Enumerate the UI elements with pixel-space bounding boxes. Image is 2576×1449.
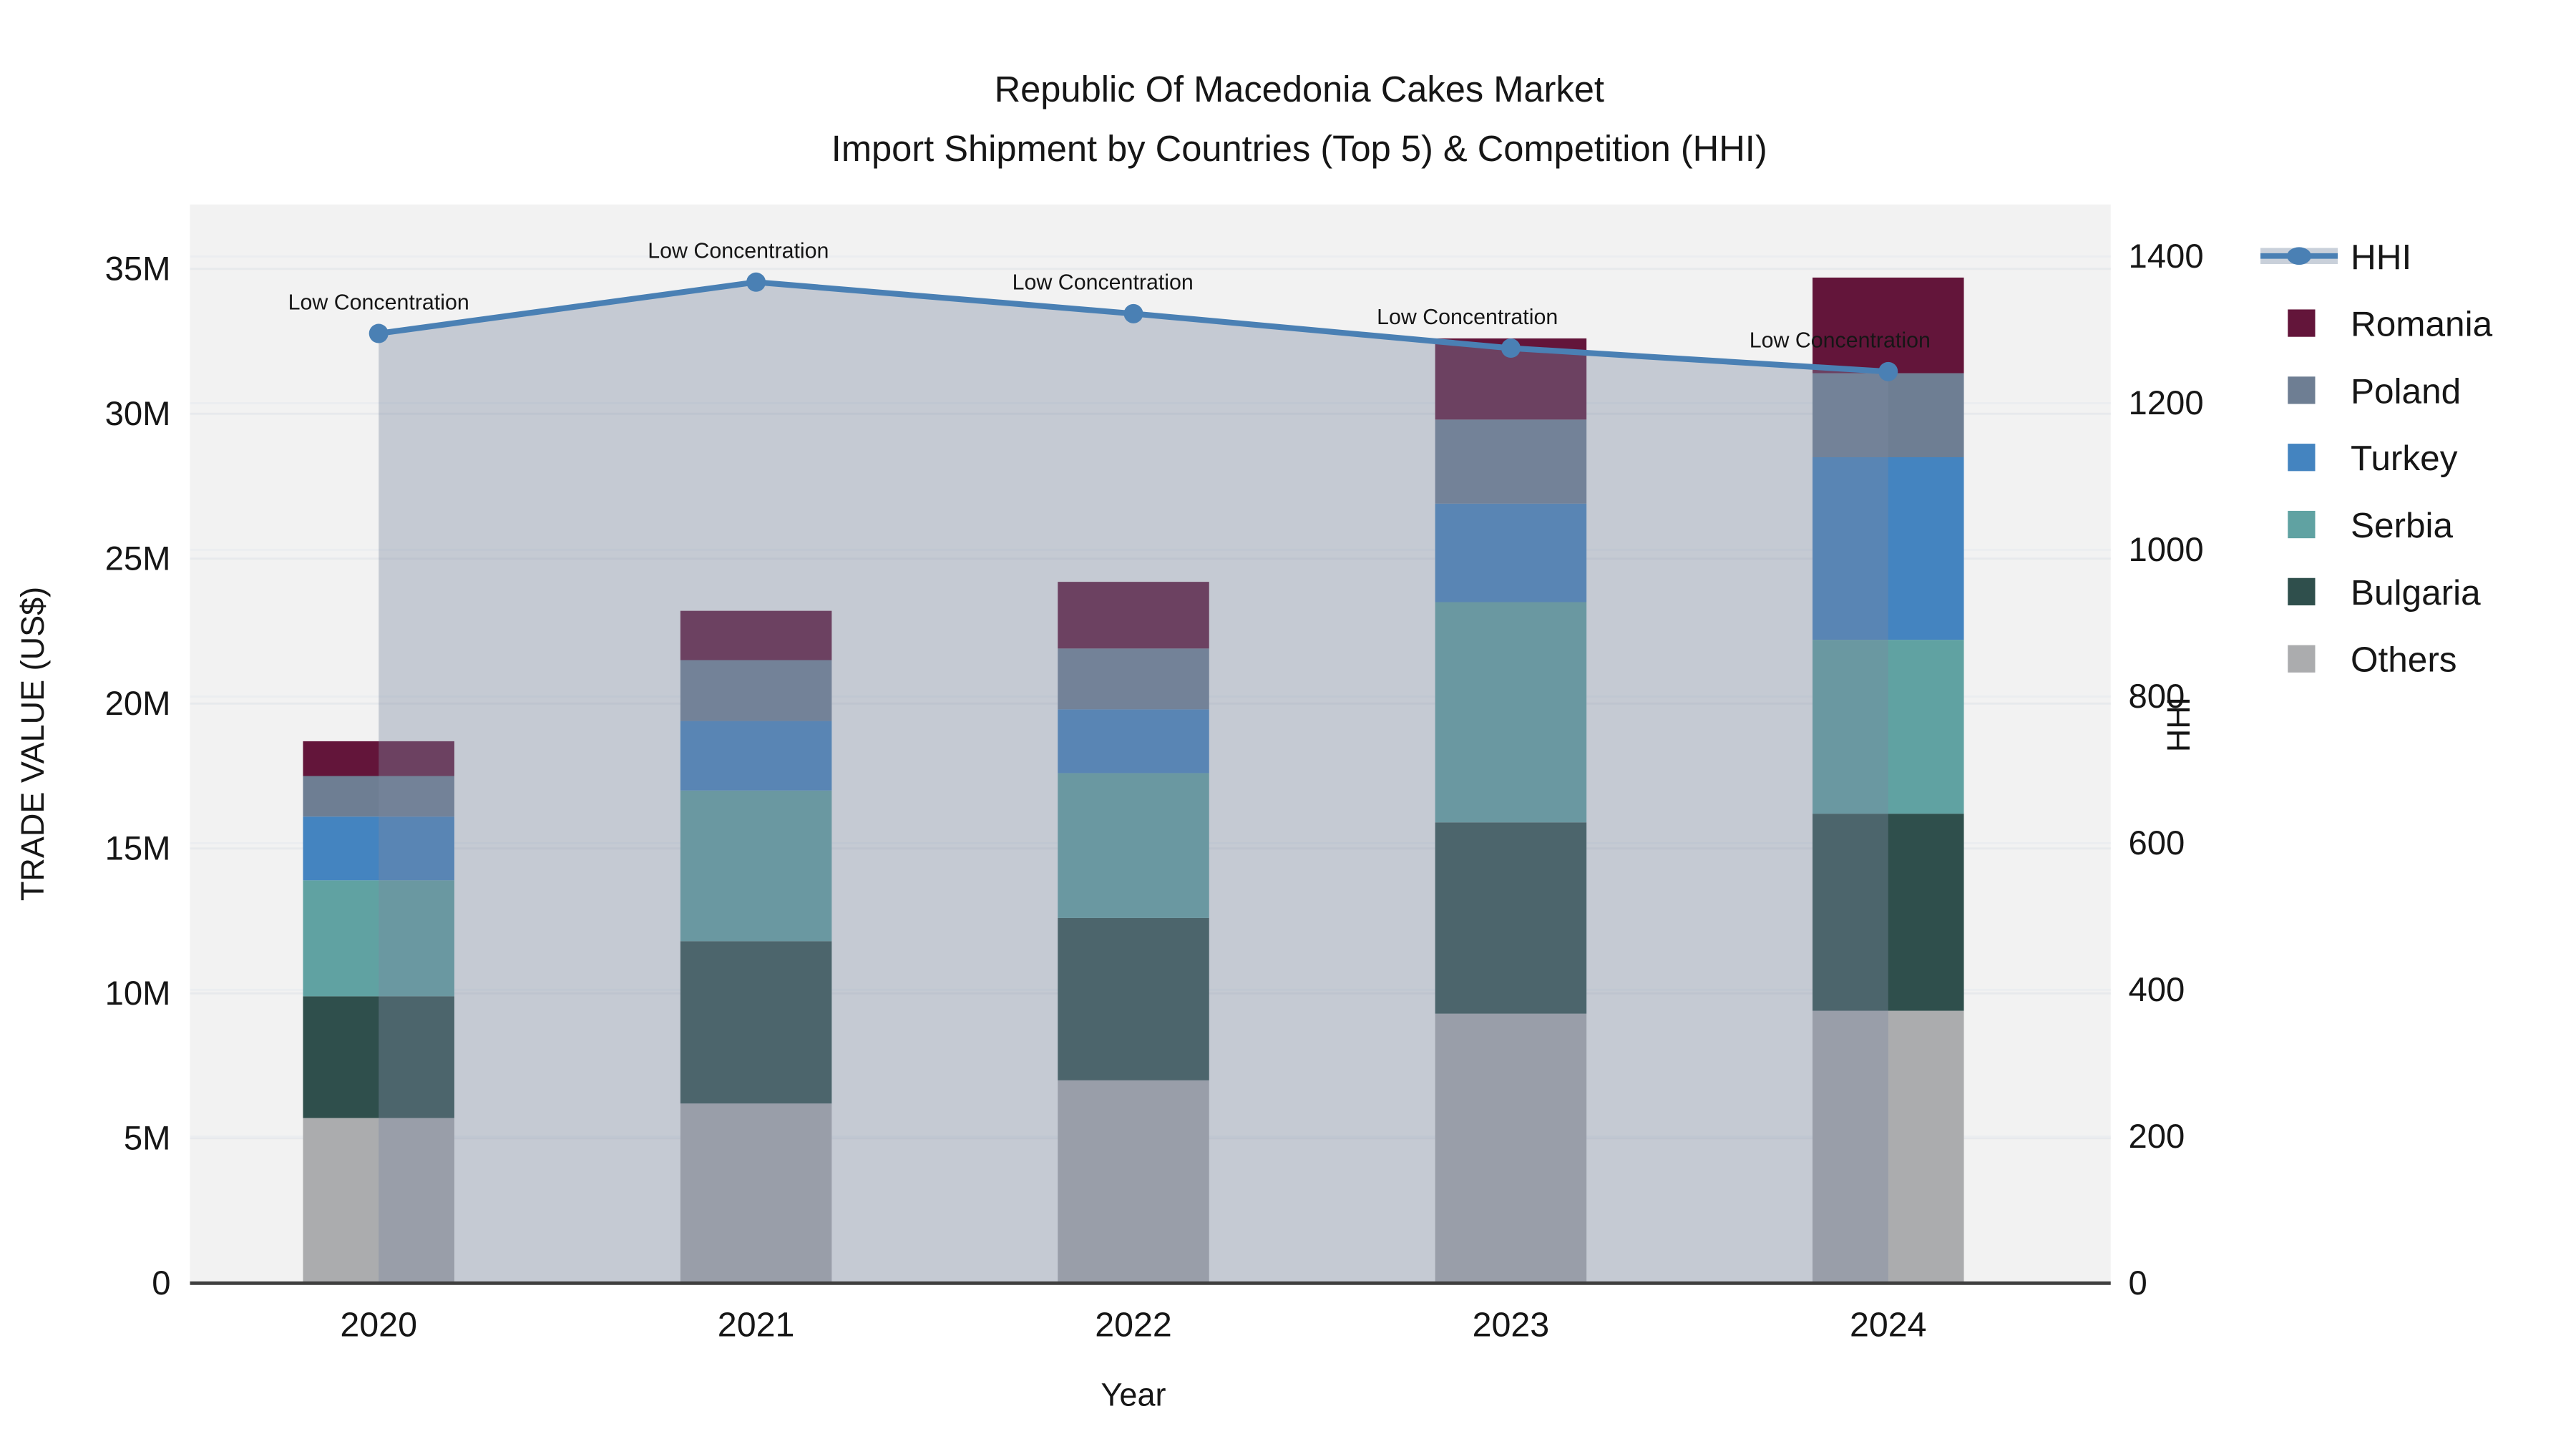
bar-others-2023[interactable]	[1435, 1013, 1587, 1284]
bar-others-2024[interactable]	[1813, 1010, 1964, 1284]
bar-bulgaria-2023[interactable]	[1435, 822, 1587, 1014]
annotation-low-concentration-2020: Low Concentration	[288, 291, 469, 314]
y-right-tick-200: 200	[2129, 1118, 2185, 1156]
legend-item-poland[interactable]: Poland	[2288, 371, 2461, 411]
legend-item-romania[interactable]: Romania	[2288, 305, 2493, 344]
bar-romania-2020[interactable]	[303, 741, 454, 776]
legend-swatch-bulgaria	[2288, 577, 2316, 605]
bar-serbia-2023[interactable]	[1435, 602, 1587, 823]
hhi-marker-2023[interactable]	[1501, 338, 1521, 358]
y-right-tick-1400: 1400	[2129, 238, 2204, 275]
hhi-marker-2024[interactable]	[1878, 361, 1898, 381]
y-left-axis-title: TRADE VALUE (US$)	[14, 587, 51, 901]
hhi-marker-2022[interactable]	[1123, 303, 1143, 323]
y-left-tick-15M: 15M	[105, 830, 171, 868]
annotation-low-concentration-2024: Low Concentration	[1750, 329, 1931, 353]
bar-serbia-2021[interactable]	[680, 790, 832, 942]
legend-label-bulgaria: Bulgaria	[2351, 573, 2481, 613]
bar-poland-2024[interactable]	[1813, 373, 1964, 457]
x-tick-2020: 2020	[340, 1306, 417, 1345]
y-left-tick-10M: 10M	[105, 975, 171, 1013]
bar-poland-2020[interactable]	[303, 776, 454, 817]
hhi-area-fill	[379, 282, 1888, 1284]
y-left-tick-30M: 30M	[105, 395, 171, 433]
bar-romania-2021[interactable]	[680, 610, 832, 660]
y-right-tick-1200: 1200	[2129, 384, 2204, 422]
legend-swatch-others	[2288, 645, 2316, 673]
plot-area: Low Concentration Low Concentration Low Co…	[190, 204, 2111, 1284]
y-left-tick-0: 0	[152, 1264, 170, 1302]
hhi-marker-2021[interactable]	[746, 272, 766, 292]
y-right-tick-400: 400	[2129, 971, 2185, 1009]
bar-turkey-2020[interactable]	[303, 816, 454, 881]
annotation-low-concentration-2022: Low Concentration	[1013, 271, 1194, 295]
x-tick-2021: 2021	[718, 1306, 795, 1345]
legend-label-turkey: Turkey	[2351, 439, 2458, 478]
legend-swatch-romania	[2288, 309, 2316, 337]
legend-item-turkey[interactable]: Turkey	[2288, 439, 2458, 478]
bar-bulgaria-2020[interactable]	[303, 996, 454, 1118]
legend-label-romania: Romania	[2351, 305, 2493, 344]
bar-bulgaria-2022[interactable]	[1058, 917, 1209, 1080]
legend-item-bulgaria[interactable]: Bulgaria	[2288, 573, 2481, 613]
legend-label-hhi: HHI	[2351, 238, 2411, 277]
y-left-tick-35M: 35M	[105, 250, 171, 288]
legend-swatch-turkey	[2288, 444, 2316, 472]
x-tick-2023: 2023	[1473, 1306, 1550, 1345]
legend-item-serbia[interactable]: Serbia	[2288, 506, 2454, 545]
bar-turkey-2024[interactable]	[1813, 457, 1964, 640]
legend-label-others: Others	[2351, 640, 2457, 680]
bar-serbia-2020[interactable]	[303, 880, 454, 997]
chart-title-line2: Import Shipment by Countries (Top 5) & C…	[831, 128, 1767, 169]
legend-item-hhi[interactable]: HHI	[2260, 238, 2411, 277]
axes: 0 5M 10M 15M 20M 25M 30M 35M 0 200 400 600 800 1000 12…	[14, 238, 2204, 1413]
legend-label-serbia: Serbia	[2351, 506, 2454, 545]
bar-bulgaria-2024[interactable]	[1813, 814, 1964, 1011]
bar-turkey-2023[interactable]	[1435, 503, 1587, 602]
y-left-tick-5M: 5M	[124, 1120, 171, 1158]
legend: HHI Romania Poland Turkey Serbia Bulgaria Othe…	[2260, 238, 2493, 680]
y-left-tick-25M: 25M	[105, 540, 171, 578]
legend-swatch-serbia	[2288, 510, 2316, 539]
annotation-low-concentration-2021: Low Concentration	[648, 240, 829, 263]
bar-bulgaria-2021[interactable]	[680, 941, 832, 1104]
annotation-low-concentration-2023: Low Concentration	[1377, 306, 1558, 329]
y-right-tick-600: 600	[2129, 824, 2185, 862]
y-right-axis-title: HHI	[2160, 697, 2197, 753]
bar-turkey-2022[interactable]	[1058, 709, 1209, 774]
y-right-tick-800: 800	[2129, 678, 2185, 716]
y-right-tick-1000: 1000	[2129, 531, 2204, 569]
y-left-tick-20M: 20M	[105, 685, 171, 723]
y-right-tick-0: 0	[2129, 1264, 2147, 1302]
bar-others-2022[interactable]	[1058, 1080, 1209, 1284]
bar-romania-2022[interactable]	[1058, 582, 1209, 649]
bar-serbia-2022[interactable]	[1058, 773, 1209, 918]
x-tick-2022: 2022	[1095, 1306, 1172, 1345]
legend-item-others[interactable]: Others	[2288, 640, 2457, 680]
bar-poland-2022[interactable]	[1058, 648, 1209, 710]
legend-label-poland: Poland	[2351, 371, 2461, 411]
bar-romania-2024[interactable]	[1813, 277, 1964, 374]
hhi-marker-2020[interactable]	[369, 323, 389, 343]
bar-poland-2021[interactable]	[680, 660, 832, 721]
x-tick-2024: 2024	[1850, 1306, 1927, 1345]
legend-swatch-poland	[2288, 376, 2316, 404]
bar-serbia-2024[interactable]	[1813, 640, 1964, 814]
legend-hhi-marker	[2287, 247, 2311, 265]
bar-poland-2023[interactable]	[1435, 419, 1587, 504]
bar-others-2021[interactable]	[680, 1103, 832, 1284]
bar-turkey-2021[interactable]	[680, 721, 832, 791]
chart-title-line1: Republic Of Macedonia Cakes Market	[995, 69, 1604, 109]
x-axis-title: Year	[1101, 1376, 1166, 1413]
bar-others-2020[interactable]	[303, 1118, 454, 1284]
